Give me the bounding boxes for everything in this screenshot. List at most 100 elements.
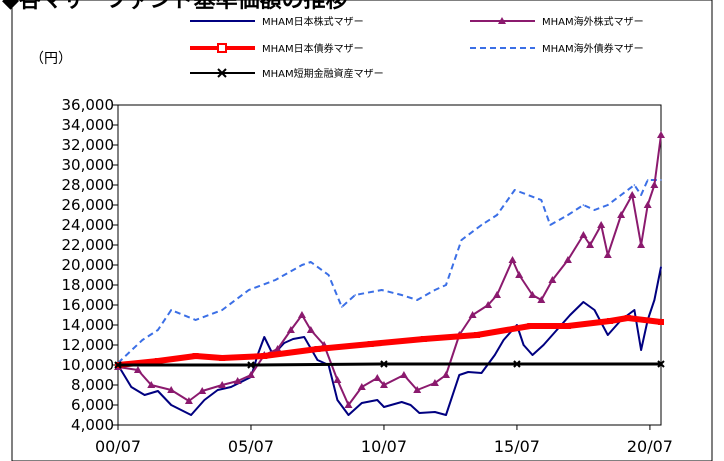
legend-label: MHAM日本債券マザー — [262, 42, 364, 55]
data-point — [263, 336, 266, 338]
legend-label: MHAM短期金融資産マザー — [262, 67, 384, 80]
data-point — [303, 336, 305, 338]
data-point — [292, 338, 294, 340]
legend-marker — [217, 43, 227, 53]
data-point — [593, 309, 596, 311]
data-point-triangle — [657, 131, 665, 138]
data-point-triangle — [492, 291, 501, 298]
data-point — [301, 264, 303, 266]
data-point — [522, 344, 525, 346]
y-tick-label: 24,000 — [62, 216, 115, 234]
data-point-triangle — [617, 211, 626, 218]
data-point-triangle — [379, 381, 388, 388]
data-point — [569, 314, 571, 316]
data-point — [327, 274, 330, 276]
data-point-square — [527, 323, 534, 329]
y-tick-label: 6,000 — [71, 396, 114, 414]
data-point — [143, 394, 146, 396]
data-point — [556, 329, 558, 331]
y-tick-label: 20,000 — [62, 256, 115, 274]
data-point — [230, 386, 232, 388]
data-point — [141, 339, 144, 341]
legend-marker — [498, 17, 506, 24]
y-axis-label: （円） — [30, 51, 72, 67]
data-point — [582, 204, 585, 206]
data-point-triangle — [442, 371, 451, 378]
data-point — [540, 199, 543, 201]
data-point-x — [114, 361, 122, 369]
data-point-triangle — [344, 401, 353, 408]
x-tick-label: 10/07 — [361, 437, 407, 456]
data-point — [310, 261, 312, 263]
data-point — [640, 194, 642, 196]
y-tick-label: 16,000 — [62, 296, 115, 314]
data-point-triangle — [430, 379, 439, 386]
series-lines — [114, 131, 665, 416]
y-tick-label: 26,000 — [62, 196, 115, 214]
data-point-triangle — [586, 241, 595, 248]
data-point-triangle — [198, 387, 207, 394]
x-tick-label: 20/07 — [627, 437, 673, 456]
data-point — [336, 399, 339, 401]
data-point — [400, 294, 403, 296]
data-point — [549, 224, 551, 226]
data-point-triangle — [468, 311, 477, 318]
data-point-x — [380, 360, 388, 368]
data-point-square — [192, 353, 199, 359]
data-point — [416, 299, 419, 301]
data-point — [496, 214, 498, 216]
data-point-square — [314, 346, 321, 352]
data-point-square — [474, 332, 481, 338]
data-point — [409, 404, 412, 406]
data-point — [347, 414, 350, 416]
data-point — [418, 412, 421, 414]
data-point-triangle — [413, 386, 422, 393]
data-point-square — [154, 358, 161, 364]
data-point — [542, 344, 545, 346]
data-point — [190, 414, 192, 416]
data-point — [383, 406, 385, 408]
data-point — [360, 402, 363, 404]
legend-label: MHAM海外株式マザー — [542, 15, 644, 28]
y-tick-label: 34,000 — [62, 116, 115, 134]
data-point-triangle — [637, 241, 646, 248]
data-point — [607, 334, 609, 336]
data-point — [531, 354, 534, 356]
x-axis: 00/07 05/07 10/07 15/07 20/07 — [95, 425, 673, 456]
data-point-square — [624, 315, 631, 321]
data-point-square — [607, 318, 614, 324]
data-point-triangle — [597, 221, 606, 228]
data-point-triangle — [373, 374, 382, 381]
data-point — [130, 386, 133, 388]
data-point-triangle — [484, 301, 493, 308]
y-tick-label: 4,000 — [71, 416, 114, 434]
data-point-triangle — [133, 366, 142, 373]
data-point — [400, 401, 403, 403]
plot-area — [117, 104, 662, 426]
y-tick-label: 28,000 — [62, 176, 115, 194]
x-tick-label: 00/07 — [95, 437, 141, 456]
data-point — [247, 289, 250, 291]
data-point — [567, 214, 569, 216]
data-point — [502, 339, 505, 341]
data-point — [582, 301, 585, 303]
y-tick-label: 14,000 — [62, 316, 115, 334]
data-point-triangle — [333, 376, 342, 383]
data-point-x — [247, 361, 255, 369]
y-tick-label: 18,000 — [62, 276, 115, 294]
data-point — [633, 184, 636, 186]
data-point — [646, 179, 649, 181]
data-point — [593, 209, 596, 211]
y-tick-label: 30,000 — [62, 156, 115, 174]
data-point — [434, 411, 436, 413]
data-point — [467, 371, 469, 373]
data-point — [640, 349, 642, 351]
data-point — [376, 399, 379, 401]
legend-label: MHAM日本株式マザー — [262, 15, 364, 28]
page-title: ◆各マザーファンド基準価額の推移 — [2, 0, 348, 13]
data-point-triangle — [306, 326, 315, 333]
data-point — [660, 179, 662, 181]
data-point-triangle — [357, 383, 366, 390]
x-tick-label: 05/07 — [228, 437, 274, 456]
series-line-1 — [117, 134, 662, 406]
